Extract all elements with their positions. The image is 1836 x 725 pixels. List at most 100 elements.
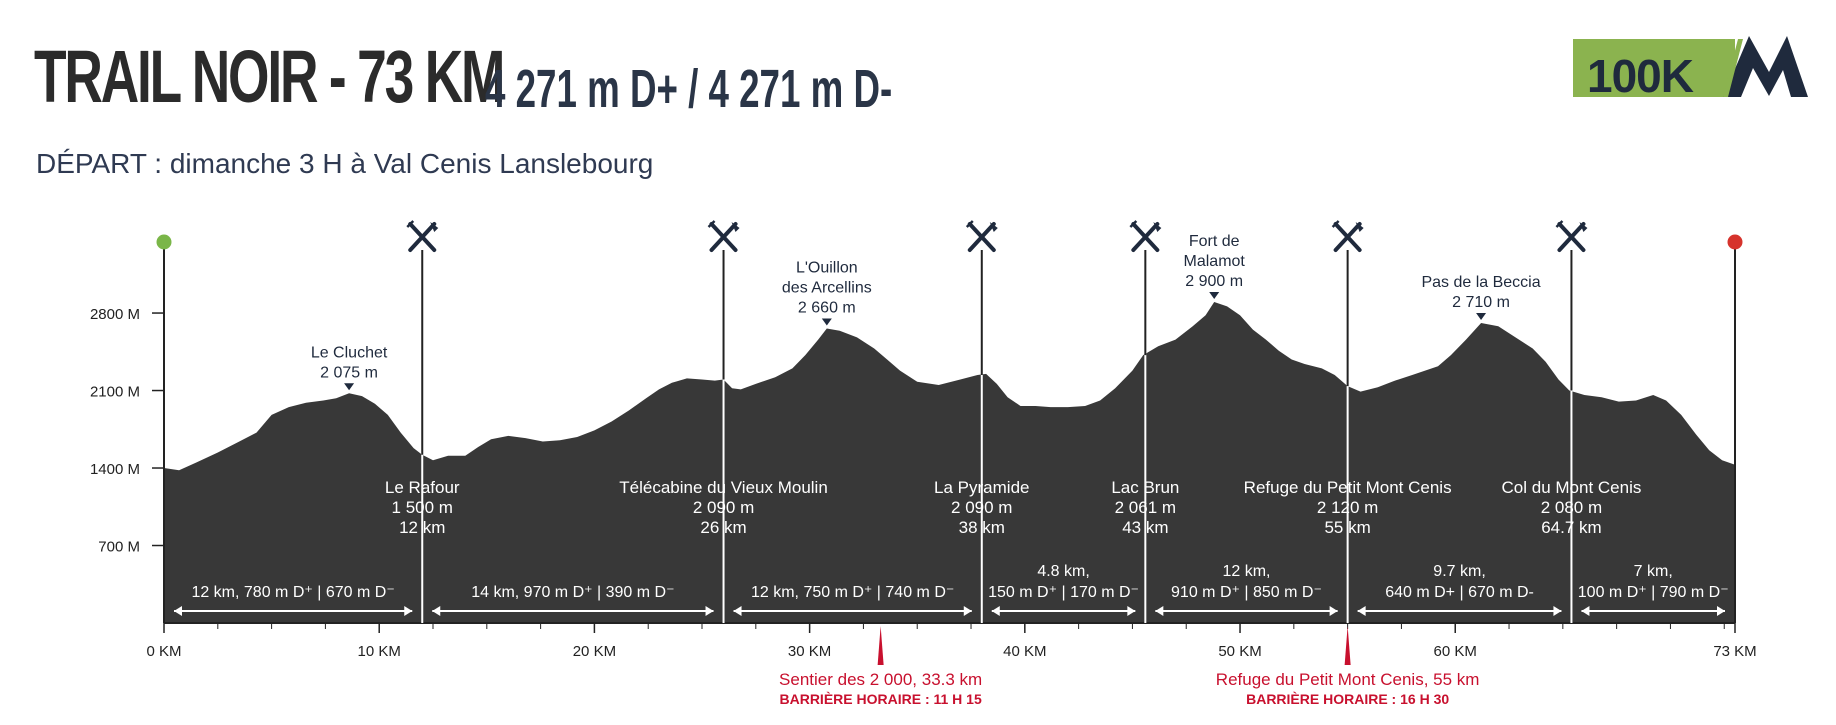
segment-arrow-head — [991, 606, 1000, 616]
y-tick-label: 1400 M — [90, 461, 140, 478]
summit-marker-icon — [344, 383, 355, 391]
segment-arrow-head — [404, 606, 413, 616]
fork-knife-icon — [406, 220, 439, 252]
x-tick-label: 0 KM — [146, 643, 181, 660]
x-tick-label: 10 KM — [358, 643, 401, 660]
segment-label: 640 m D+ | 670 m D- — [1385, 584, 1534, 601]
checkpoint-km: 38 km — [959, 518, 1005, 537]
fork-knife-icon — [965, 220, 998, 252]
summit-marker-icon — [821, 318, 832, 326]
departure-info: DÉPART : dimanche 3 H à Val Cenis Lansle… — [36, 148, 654, 179]
checkpoint-altitude: 2 090 m — [693, 498, 754, 517]
summit-label: Malamot — [1184, 253, 1246, 270]
segment-arrow-head — [1127, 606, 1136, 616]
segment-label: 9.7 km, — [1433, 563, 1485, 580]
summit-marker-icon — [1476, 313, 1487, 321]
knife-stroke — [1131, 222, 1160, 252]
segment-arrow-head — [432, 606, 441, 616]
cutoff-time: BARRIÈRE HORAIRE : 16 H 30 — [1246, 691, 1449, 707]
y-tick-label: 2800 M — [90, 306, 140, 323]
x-tick-label: 73 KM — [1713, 643, 1756, 660]
logo-text: 100K — [1587, 50, 1694, 102]
page-title: TRAIL NOIR - 73 KM — [34, 35, 505, 118]
knife-stroke — [967, 222, 996, 252]
logo-badge: 100K — [1573, 39, 1735, 102]
fork-prong — [1129, 220, 1138, 228]
segment-arrow-head — [1155, 606, 1164, 616]
elevation-profile-area — [164, 302, 1735, 623]
knife-stroke — [709, 222, 738, 252]
checkpoint-altitude: 2 061 m — [1115, 498, 1176, 517]
y-tick-label: 2100 M — [90, 384, 140, 401]
cutoff-marker — [1344, 626, 1351, 665]
y-tick-label: 700 M — [98, 539, 140, 556]
segment-arrow-head — [963, 606, 972, 616]
checkpoint-altitude: 2 080 m — [1541, 498, 1602, 517]
cutoff-place: Sentier des 2 000, 33.3 km — [779, 670, 982, 689]
summit-label: 2 900 m — [1185, 273, 1243, 290]
knife-stroke — [1557, 222, 1586, 252]
knife-blade — [731, 222, 740, 232]
checkpoint-km: 43 km — [1122, 518, 1168, 537]
cutoff-marker — [877, 626, 884, 665]
fork-knife-icon — [1555, 220, 1588, 252]
knife-blade — [1579, 222, 1588, 232]
segment-arrow-head — [1581, 606, 1590, 616]
knife-stroke — [1333, 222, 1362, 252]
segment-arrow-head — [1717, 606, 1725, 616]
fork-knife-icon — [1331, 220, 1364, 252]
fork-knife-icon — [707, 220, 740, 252]
checkpoint-name: La Pyramide — [934, 478, 1029, 497]
segment-label: 12 km, — [1222, 563, 1270, 580]
summit-label: Fort de — [1189, 233, 1240, 250]
x-tick-label: 50 KM — [1218, 643, 1261, 660]
checkpoint-altitude: 1 500 m — [392, 498, 453, 517]
segment-arrow-head — [1357, 606, 1366, 616]
checkpoint-name: Col du Mont Cenis — [1502, 478, 1642, 497]
segment-label: 12 km, 780 m D⁺ | 670 m D⁻ — [191, 584, 394, 601]
summit-marker-icon — [1209, 291, 1220, 299]
cutoff-place: Refuge du Petit Mont Cenis, 55 km — [1216, 670, 1480, 689]
checkpoint-name: Le Rafour — [385, 478, 460, 497]
checkpoint-km: 64.7 km — [1541, 518, 1601, 537]
brand-logo: 100K — [1573, 34, 1808, 104]
summit-label: Pas de la Beccia — [1421, 274, 1540, 291]
fork-prong — [965, 220, 974, 228]
segment-label: 910 m D⁺ | 850 m D⁻ — [1171, 584, 1322, 601]
fork-prong — [406, 220, 415, 228]
knife-blade — [1355, 222, 1364, 232]
segment-label: 7 km, — [1634, 563, 1673, 580]
segment-arrow-head — [1329, 606, 1338, 616]
segment-label: 14 km, 970 m D⁺ | 390 m D⁻ — [471, 584, 674, 601]
segment-arrow-head — [1553, 606, 1562, 616]
knife-blade — [989, 222, 998, 232]
summit-label: des Arcellins — [782, 280, 872, 297]
segment-label: 100 m D⁺ | 790 m D⁻ — [1578, 584, 1729, 601]
fork-knife-icon — [1129, 220, 1162, 252]
fork-prong — [1555, 220, 1564, 228]
checkpoint-altitude: 2 090 m — [951, 498, 1012, 517]
segment-arrow-head — [705, 606, 714, 616]
x-tick-label: 20 KM — [573, 643, 616, 660]
fork-prong — [1331, 220, 1340, 228]
checkpoint-km: 55 km — [1324, 518, 1370, 537]
knife-blade — [430, 222, 439, 232]
mountain-m-logo-icon — [1723, 36, 1808, 97]
x-tick-label: 60 KM — [1434, 643, 1477, 660]
elevation-summary: 4 271 m D+ / 4 271 m D- — [485, 59, 893, 119]
knife-blade — [1153, 222, 1162, 232]
summit-label: Le Cluchet — [311, 344, 388, 361]
segment-label: 4.8 km, — [1037, 563, 1089, 580]
checkpoint-km: 12 km — [399, 518, 445, 537]
knife-stroke — [408, 222, 437, 252]
checkpoint-km: 26 km — [700, 518, 746, 537]
summit-label: 2 710 m — [1452, 294, 1510, 311]
summit-label: L'Ouillon — [796, 260, 858, 277]
checkpoint-name: Lac Brun — [1111, 478, 1179, 497]
segment-label: 12 km, 750 m D⁺ | 740 m D⁻ — [751, 584, 954, 601]
checkpoint-name: Refuge du Petit Mont Cenis — [1244, 478, 1452, 497]
summit-label: 2 075 m — [320, 364, 378, 381]
cutoff-time: BARRIÈRE HORAIRE : 11 H 15 — [779, 691, 981, 707]
segment-arrow-head — [174, 606, 182, 616]
